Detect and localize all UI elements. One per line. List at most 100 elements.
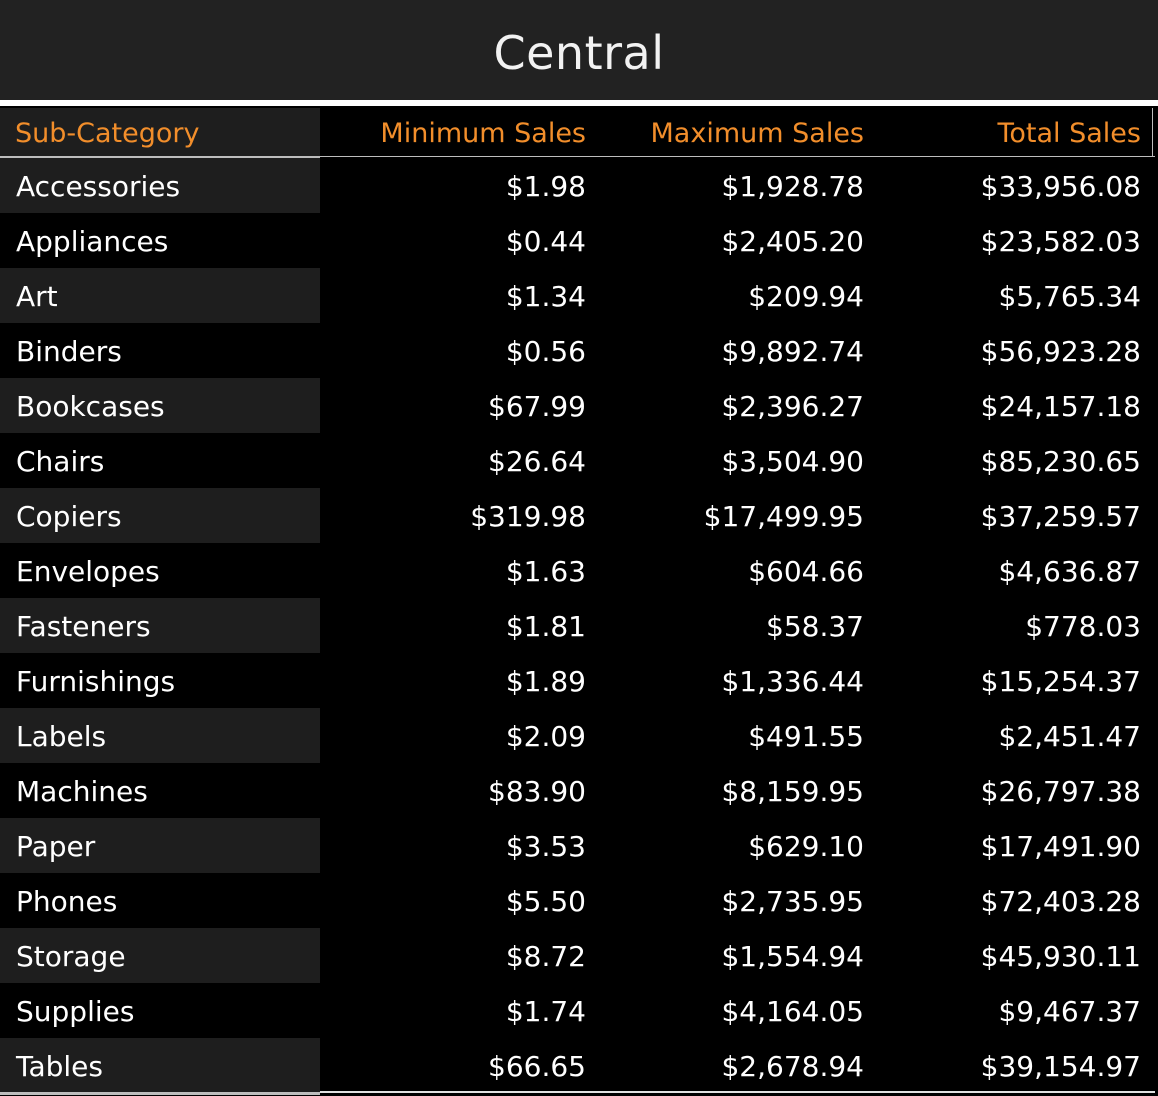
sub-category-cell: Furnishings [16,665,176,698]
sub-category-cell: Storage [16,940,126,973]
total-sales-cell: $5,765.34 [998,280,1141,313]
minimum-sales-cell: $3.53 [505,830,586,863]
maximum-sales-cell: $491.55 [748,720,864,753]
sub-category-cell: Fasteners [16,610,151,643]
table-row[interactable]: Machines $83.90 $8,159.95 $26,797.38 [0,763,1155,818]
row-label-background [0,378,320,433]
total-sales-cell: $17,491.90 [980,830,1141,863]
row-label-background [0,213,320,268]
table-row[interactable]: Binders $0.56 $9,892.74 $56,923.28 [0,323,1155,378]
maximum-sales-cell: $58.37 [766,610,864,643]
column-header-sub-category[interactable]: Sub-Category [15,118,200,149]
table-row[interactable]: Supplies $1.74 $4,164.05 $9,467.37 [0,983,1155,1038]
minimum-sales-cell: $26.64 [488,445,586,478]
sub-category-cell: Machines [16,775,148,808]
sub-category-cell: Accessories [16,170,181,203]
total-sales-cell: $26,797.38 [980,775,1141,808]
table-bottom-rule [320,1091,1155,1093]
table-row[interactable]: Bookcases $67.99 $2,396.27 $24,157.18 [0,378,1155,433]
maximum-sales-cell: $604.66 [748,555,864,588]
minimum-sales-cell: $1.74 [505,995,586,1028]
total-sales-cell: $33,956.08 [980,170,1141,203]
row-label-background [0,158,320,213]
column-header-total-sales[interactable]: Total Sales [997,118,1141,149]
minimum-sales-cell: $1.81 [505,610,586,643]
sub-category-cell: Chairs [16,445,105,478]
minimum-sales-cell: $1.98 [505,170,586,203]
row-label-background [0,708,320,763]
minimum-sales-cell: $67.99 [488,390,586,423]
row-label-background [0,323,320,378]
header-underline-left [0,156,320,158]
table-row[interactable]: Envelopes $1.63 $604.66 $4,636.87 [0,543,1155,598]
row-label-background [0,763,320,818]
header-right-edge [1152,108,1153,157]
maximum-sales-cell: $1,336.44 [721,665,864,698]
sub-category-cell: Supplies [16,995,135,1028]
page-title: Central [493,26,665,80]
table-row[interactable]: Chairs $26.64 $3,504.90 $85,230.65 [0,433,1155,488]
table-header-row: Sub-Category Minimum Sales Maximum Sales… [0,108,1155,158]
sub-category-cell: Envelopes [16,555,160,588]
sales-table: Sub-Category Minimum Sales Maximum Sales… [0,108,1155,1093]
sub-category-cell: Bookcases [16,390,165,423]
maximum-sales-cell: $2,735.95 [721,885,864,918]
column-header-minimum-sales[interactable]: Minimum Sales [380,118,586,149]
row-label-background [0,488,320,543]
maximum-sales-cell: $3,504.90 [721,445,864,478]
table-row[interactable]: Accessories $1.98 $1,928.78 $33,956.08 [0,158,1155,213]
table-row[interactable]: Storage $8.72 $1,554.94 $45,930.11 [0,928,1155,983]
total-sales-cell: $15,254.37 [980,665,1141,698]
row-label-background [0,653,320,708]
table-row[interactable]: Appliances $0.44 $2,405.20 $23,582.03 [0,213,1155,268]
header-label-background [0,108,320,156]
column-header-maximum-sales[interactable]: Maximum Sales [650,118,864,149]
sub-category-cell: Copiers [16,500,122,533]
sub-category-cell: Labels [16,720,107,753]
total-sales-cell: $37,259.57 [980,500,1141,533]
title-divider [0,100,1158,106]
table-row[interactable]: Fasteners $1.81 $58.37 $778.03 [0,598,1155,653]
table-row[interactable]: Copiers $319.98 $17,499.95 $37,259.57 [0,488,1155,543]
total-sales-cell: $45,930.11 [980,940,1141,973]
maximum-sales-cell: $629.10 [748,830,864,863]
row-label-background [0,433,320,488]
total-sales-cell: $778.03 [1025,610,1141,643]
table-row[interactable]: Paper $3.53 $629.10 $17,491.90 [0,818,1155,873]
table-row[interactable]: Phones $5.50 $2,735.95 $72,403.28 [0,873,1155,928]
header-underline-right [320,156,1155,157]
maximum-sales-cell: $2,405.20 [721,225,864,258]
minimum-sales-cell: $319.98 [470,500,586,533]
total-sales-cell: $23,582.03 [980,225,1141,258]
minimum-sales-cell: $1.34 [505,280,586,313]
sub-category-cell: Tables [16,1050,103,1083]
minimum-sales-cell: $5.50 [505,885,586,918]
table-row[interactable]: Labels $2.09 $491.55 $2,451.47 [0,708,1155,763]
total-sales-cell: $2,451.47 [998,720,1141,753]
minimum-sales-cell: $0.44 [505,225,586,258]
sub-category-cell: Phones [16,885,118,918]
table-row[interactable]: Furnishings $1.89 $1,336.44 $15,254.37 [0,653,1155,708]
maximum-sales-cell: $209.94 [748,280,864,313]
table-row[interactable]: Tables $66.65 $2,678.94 $39,154.97 [0,1038,1155,1093]
total-sales-cell: $72,403.28 [980,885,1141,918]
maximum-sales-cell: $4,164.05 [721,995,864,1028]
row-label-background [0,928,320,983]
maximum-sales-cell: $2,678.94 [721,1050,864,1083]
sub-category-cell: Appliances [16,225,169,258]
total-sales-cell: $9,467.37 [998,995,1141,1028]
total-sales-cell: $4,636.87 [998,555,1141,588]
minimum-sales-cell: $8.72 [505,940,586,973]
maximum-sales-cell: $8,159.95 [721,775,864,808]
row-label-background [0,598,320,653]
row-label-background [0,268,320,323]
sub-category-cell: Binders [16,335,122,368]
row-label-background [0,818,320,873]
total-sales-cell: $39,154.97 [980,1050,1141,1083]
minimum-sales-cell: $1.89 [505,665,586,698]
table-row[interactable]: Art $1.34 $209.94 $5,765.34 [0,268,1155,323]
row-label-background [0,873,320,928]
maximum-sales-cell: $1,554.94 [721,940,864,973]
row-label-background [0,1038,320,1093]
maximum-sales-cell: $1,928.78 [721,170,864,203]
